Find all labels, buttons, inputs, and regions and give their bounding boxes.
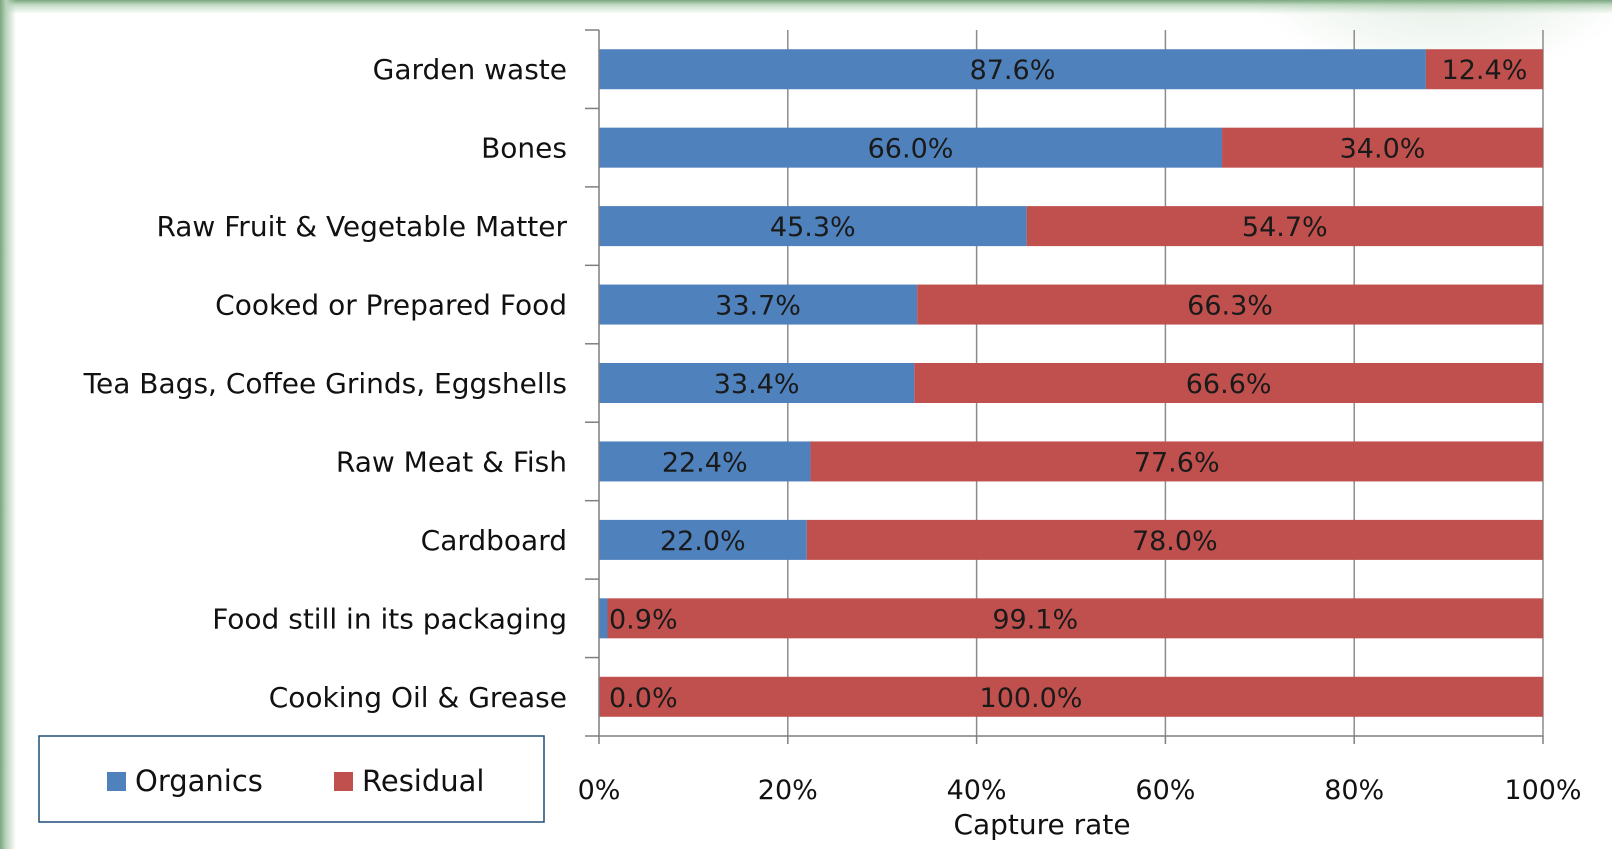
bar-organics xyxy=(599,363,915,403)
bars xyxy=(599,49,1543,717)
bar-residual xyxy=(1026,206,1543,247)
bar-residual xyxy=(914,363,1543,403)
data-label-residual: 12.4% xyxy=(1442,55,1528,86)
category-label: Raw Meat & Fish xyxy=(336,445,567,478)
data-label-residual: 66.6% xyxy=(1186,369,1272,400)
data-label-organics: 22.0% xyxy=(660,526,746,557)
bar-organics xyxy=(599,284,918,325)
data-label-organics: 87.6% xyxy=(970,55,1056,86)
data-label-organics: 45.3% xyxy=(770,212,856,243)
bar-residual xyxy=(599,676,1543,717)
data-label-residual: 54.7% xyxy=(1242,212,1328,243)
data-label-organics: 22.4% xyxy=(662,447,748,478)
data-label-organics: 0.0% xyxy=(609,683,678,714)
category-label: Tea Bags, Coffee Grinds, Eggshells xyxy=(83,367,567,400)
data-label-residual: 34.0% xyxy=(1340,134,1426,165)
legend-label-organics: Organics xyxy=(135,764,263,798)
category-label: Cooked or Prepared Food xyxy=(215,289,567,322)
data-label-residual: 78.0% xyxy=(1132,526,1218,557)
x-tick-label: 0% xyxy=(578,775,621,806)
bar-organics xyxy=(599,127,1223,168)
category-label: Garden waste xyxy=(373,53,567,86)
data-label-residual: 77.6% xyxy=(1134,447,1220,478)
x-tick-label: 40% xyxy=(947,775,1007,806)
x-tick-label: 20% xyxy=(758,775,818,806)
category-label: Cardboard xyxy=(421,524,567,557)
bar-organics xyxy=(599,441,811,482)
legend-label-residual: Residual xyxy=(362,764,484,798)
category-label: Raw Fruit & Vegetable Matter xyxy=(156,210,567,243)
bar-residual xyxy=(917,284,1543,325)
data-label-residual: 99.1% xyxy=(992,604,1078,635)
bar-residual xyxy=(806,519,1543,560)
bar-residual xyxy=(1222,127,1543,168)
bar-residual xyxy=(810,441,1543,482)
x-axis-title: Capture rate xyxy=(953,808,1130,841)
data-label-organics: 33.7% xyxy=(715,291,801,322)
legend-swatch-residual xyxy=(334,772,353,791)
bar-organics xyxy=(599,598,608,639)
category-label: Food still in its packaging xyxy=(212,602,567,635)
bar-residual xyxy=(607,598,1543,639)
legend-swatch-organics xyxy=(107,772,126,791)
data-label-residual: 66.3% xyxy=(1187,291,1273,322)
category-label: Cooking Oil & Grease xyxy=(269,681,567,714)
x-tick-label: 100% xyxy=(1504,775,1581,806)
x-tick-label: 80% xyxy=(1324,775,1384,806)
bar-organics xyxy=(599,49,1426,90)
data-label-organics: 33.4% xyxy=(714,369,800,400)
legend: Organics Residual xyxy=(38,735,545,823)
x-tick-label: 60% xyxy=(1135,775,1195,806)
data-label-organics: 0.9% xyxy=(609,604,678,635)
data-label-residual: 100.0% xyxy=(980,683,1083,714)
bar-organics xyxy=(599,206,1027,247)
data-label-organics: 66.0% xyxy=(868,134,954,165)
bar-residual xyxy=(1425,49,1543,90)
axes xyxy=(585,29,1544,744)
bar-organics xyxy=(599,519,807,560)
labels: 0% 20% 40% 60% 80% 100% Garden waste 87.6% 12.4%… xyxy=(83,53,1582,806)
category-label: Bones xyxy=(481,132,567,165)
